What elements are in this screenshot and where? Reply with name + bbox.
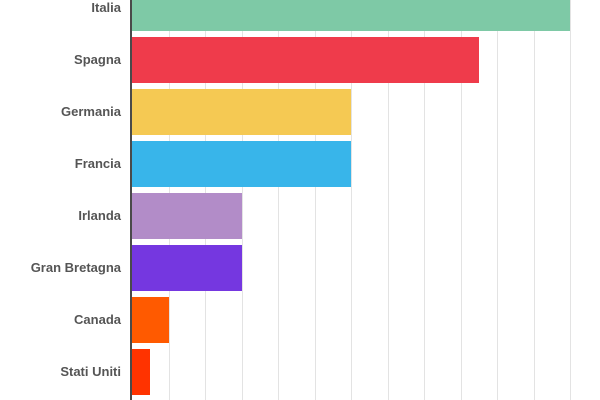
- gridline: [570, 0, 571, 400]
- gridline: [278, 0, 279, 400]
- bar-gran-bretagna: [132, 245, 242, 291]
- bar-spagna: [132, 37, 479, 83]
- category-label: Irlanda: [78, 208, 121, 223]
- gridline: [424, 0, 425, 400]
- category-label: Germania: [61, 104, 121, 119]
- bar-stati-uniti: [132, 349, 150, 395]
- bar-irlanda: [132, 193, 242, 239]
- bar-canada: [132, 297, 169, 343]
- category-label: Spagna: [74, 52, 121, 67]
- gridline: [497, 0, 498, 400]
- gridline: [351, 0, 352, 400]
- category-label: Stati Uniti: [60, 364, 121, 379]
- gridline: [388, 0, 389, 400]
- gridline: [315, 0, 316, 400]
- category-label: Canada: [74, 312, 121, 327]
- gridline: [534, 0, 535, 400]
- bar-italia: [132, 0, 570, 31]
- bar-germania: [132, 89, 351, 135]
- y-axis-line: [130, 0, 132, 400]
- gridline: [242, 0, 243, 400]
- category-label: Italia: [91, 0, 121, 15]
- gridline: [461, 0, 462, 400]
- category-label: Francia: [74, 156, 121, 171]
- category-label: Gran Bretagna: [30, 260, 121, 275]
- bar-francia: [132, 141, 351, 187]
